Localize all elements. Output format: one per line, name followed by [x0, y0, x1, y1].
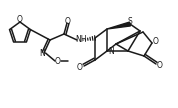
Text: O: O [55, 56, 61, 65]
Text: S: S [128, 17, 132, 25]
Text: NH: NH [75, 35, 86, 44]
Text: O: O [17, 16, 23, 25]
Text: N: N [39, 48, 45, 57]
Polygon shape [107, 22, 130, 29]
Text: N: N [108, 47, 114, 56]
Text: O: O [153, 37, 159, 47]
Text: O: O [157, 60, 163, 70]
Text: O: O [77, 63, 83, 71]
Text: O: O [65, 17, 71, 25]
